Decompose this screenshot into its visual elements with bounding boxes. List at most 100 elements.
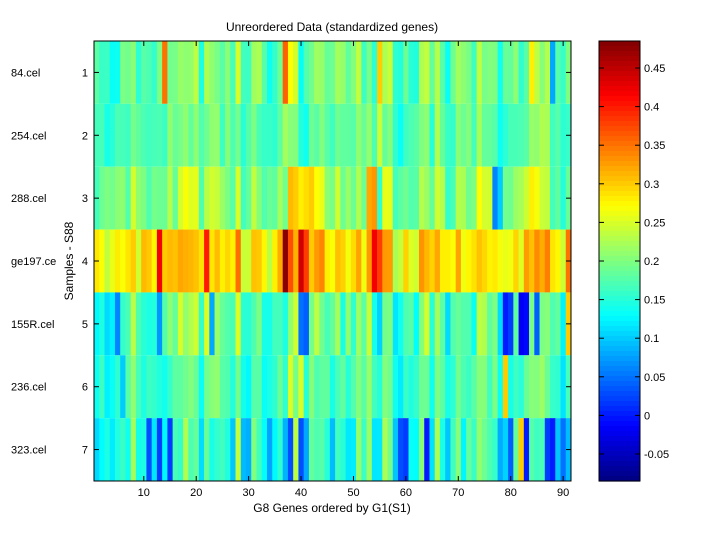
heatmap-cell (246, 355, 252, 419)
heatmap-cell (460, 418, 467, 481)
heatmap-cell (272, 418, 278, 481)
colorbar-segment (599, 266, 640, 272)
heatmap-cell (125, 292, 132, 356)
heatmap-cell (398, 166, 404, 230)
heatmap-cell (450, 166, 457, 230)
heatmap-cell (177, 292, 184, 356)
y-tick-label: 3 (82, 193, 88, 205)
heatmap-cell (314, 103, 320, 167)
heatmap-cell (439, 355, 446, 419)
heatmap-cell (120, 229, 126, 293)
heatmap-cell (104, 418, 111, 481)
heatmap-cell (377, 292, 383, 356)
heatmap-cell (298, 41, 305, 104)
heatmap-cell (293, 103, 299, 167)
heatmap-cell (371, 355, 378, 419)
colorbar-segment (599, 376, 640, 382)
colorbar-tick-label: 0.2 (644, 256, 659, 268)
heatmap-cell (225, 41, 231, 104)
x-tick-label: 80 (505, 487, 517, 499)
heatmap-cell (282, 418, 289, 481)
heatmap-cell (246, 229, 252, 293)
x-tick-label: 10 (138, 487, 150, 499)
heatmap-cell (445, 41, 451, 104)
heatmap-cell (335, 292, 341, 356)
heatmap-cell (534, 103, 540, 167)
colorbar-segment (599, 131, 640, 137)
heatmap-cell (497, 103, 504, 167)
heatmap-cell (209, 229, 215, 293)
heatmap-cell (392, 229, 399, 293)
heatmap-cell (340, 292, 346, 356)
heatmap-cell (403, 355, 409, 419)
heatmap-cell (209, 355, 215, 419)
heatmap-cell (439, 41, 446, 104)
colorbar-tick-label: -0.05 (644, 449, 669, 461)
heatmap-cell (455, 41, 462, 104)
heatmap-cell (99, 355, 105, 419)
heatmap-cell (382, 292, 388, 356)
heatmap-cell (230, 418, 236, 481)
heatmap-cell (251, 229, 257, 293)
heatmap-cell (99, 166, 105, 230)
heatmap-cell (177, 103, 184, 167)
heatmap-cell (403, 41, 409, 104)
heatmap-cell (188, 103, 194, 167)
heatmap-cell (324, 41, 331, 104)
heatmap-cell (235, 229, 242, 293)
heatmap-cell (172, 103, 179, 167)
sample-labels: 84.cel 254.cel 288.cel ge197.ce 155R.cel 236.… (11, 67, 56, 456)
colorbar-segment (599, 51, 640, 57)
heatmap-cell (120, 103, 126, 167)
heatmap-cell (434, 103, 441, 167)
colorbar-segment (599, 121, 640, 127)
heatmap-cell (398, 418, 404, 481)
heatmap-cell (246, 41, 252, 104)
heatmap-cell (487, 103, 493, 167)
heatmap-cell (146, 103, 153, 167)
heatmap-cell (345, 103, 352, 167)
heatmap-cell (109, 103, 116, 167)
heatmap-cell (183, 355, 189, 419)
heatmap-cell (219, 355, 226, 419)
heatmap-cell (398, 292, 404, 356)
heatmap-cell (424, 229, 430, 293)
heatmap-cell (225, 418, 231, 481)
heatmap-cell (251, 103, 257, 167)
heatmap-cell (434, 292, 441, 356)
heatmap-cell (377, 355, 383, 419)
y-tick-label: 2 (82, 130, 88, 142)
heatmap-cell (555, 41, 561, 104)
heatmap-cell (361, 229, 367, 293)
heatmap-cell (319, 103, 325, 167)
colorbar-segment (599, 476, 640, 482)
heatmap-cell (418, 41, 425, 104)
heatmap-cell (287, 103, 294, 167)
heatmap-cell (450, 355, 457, 419)
colorbar-segment (599, 271, 640, 277)
heatmap-cell (345, 418, 352, 481)
heatmap-cell (141, 103, 147, 167)
x-tick-label: 30 (243, 487, 255, 499)
heatmap-cell (429, 166, 436, 230)
heatmap-cell (177, 229, 184, 293)
colorbar-segment (599, 56, 640, 62)
heatmap-cell (340, 166, 346, 230)
heatmap-cell (204, 418, 210, 481)
colorbar-segment (599, 61, 640, 67)
heatmap-cell (230, 355, 236, 419)
x-axis: 10 20 30 40 50 60 70 80 90 (138, 41, 569, 499)
heatmap-cell (387, 166, 394, 230)
heatmap-cell (434, 166, 441, 230)
heatmap-cell (377, 41, 383, 104)
heatmap-cell (350, 355, 357, 419)
colorbar-segment (599, 86, 640, 92)
heatmap-cell (335, 103, 341, 167)
heatmap-cell (429, 355, 436, 419)
heatmap-cell (560, 103, 567, 167)
heatmap-cell (120, 41, 126, 104)
heatmap-cell (235, 166, 242, 230)
colorbar-segment (599, 111, 640, 117)
heatmap-cell (508, 418, 514, 481)
heatmap-cell (382, 418, 388, 481)
